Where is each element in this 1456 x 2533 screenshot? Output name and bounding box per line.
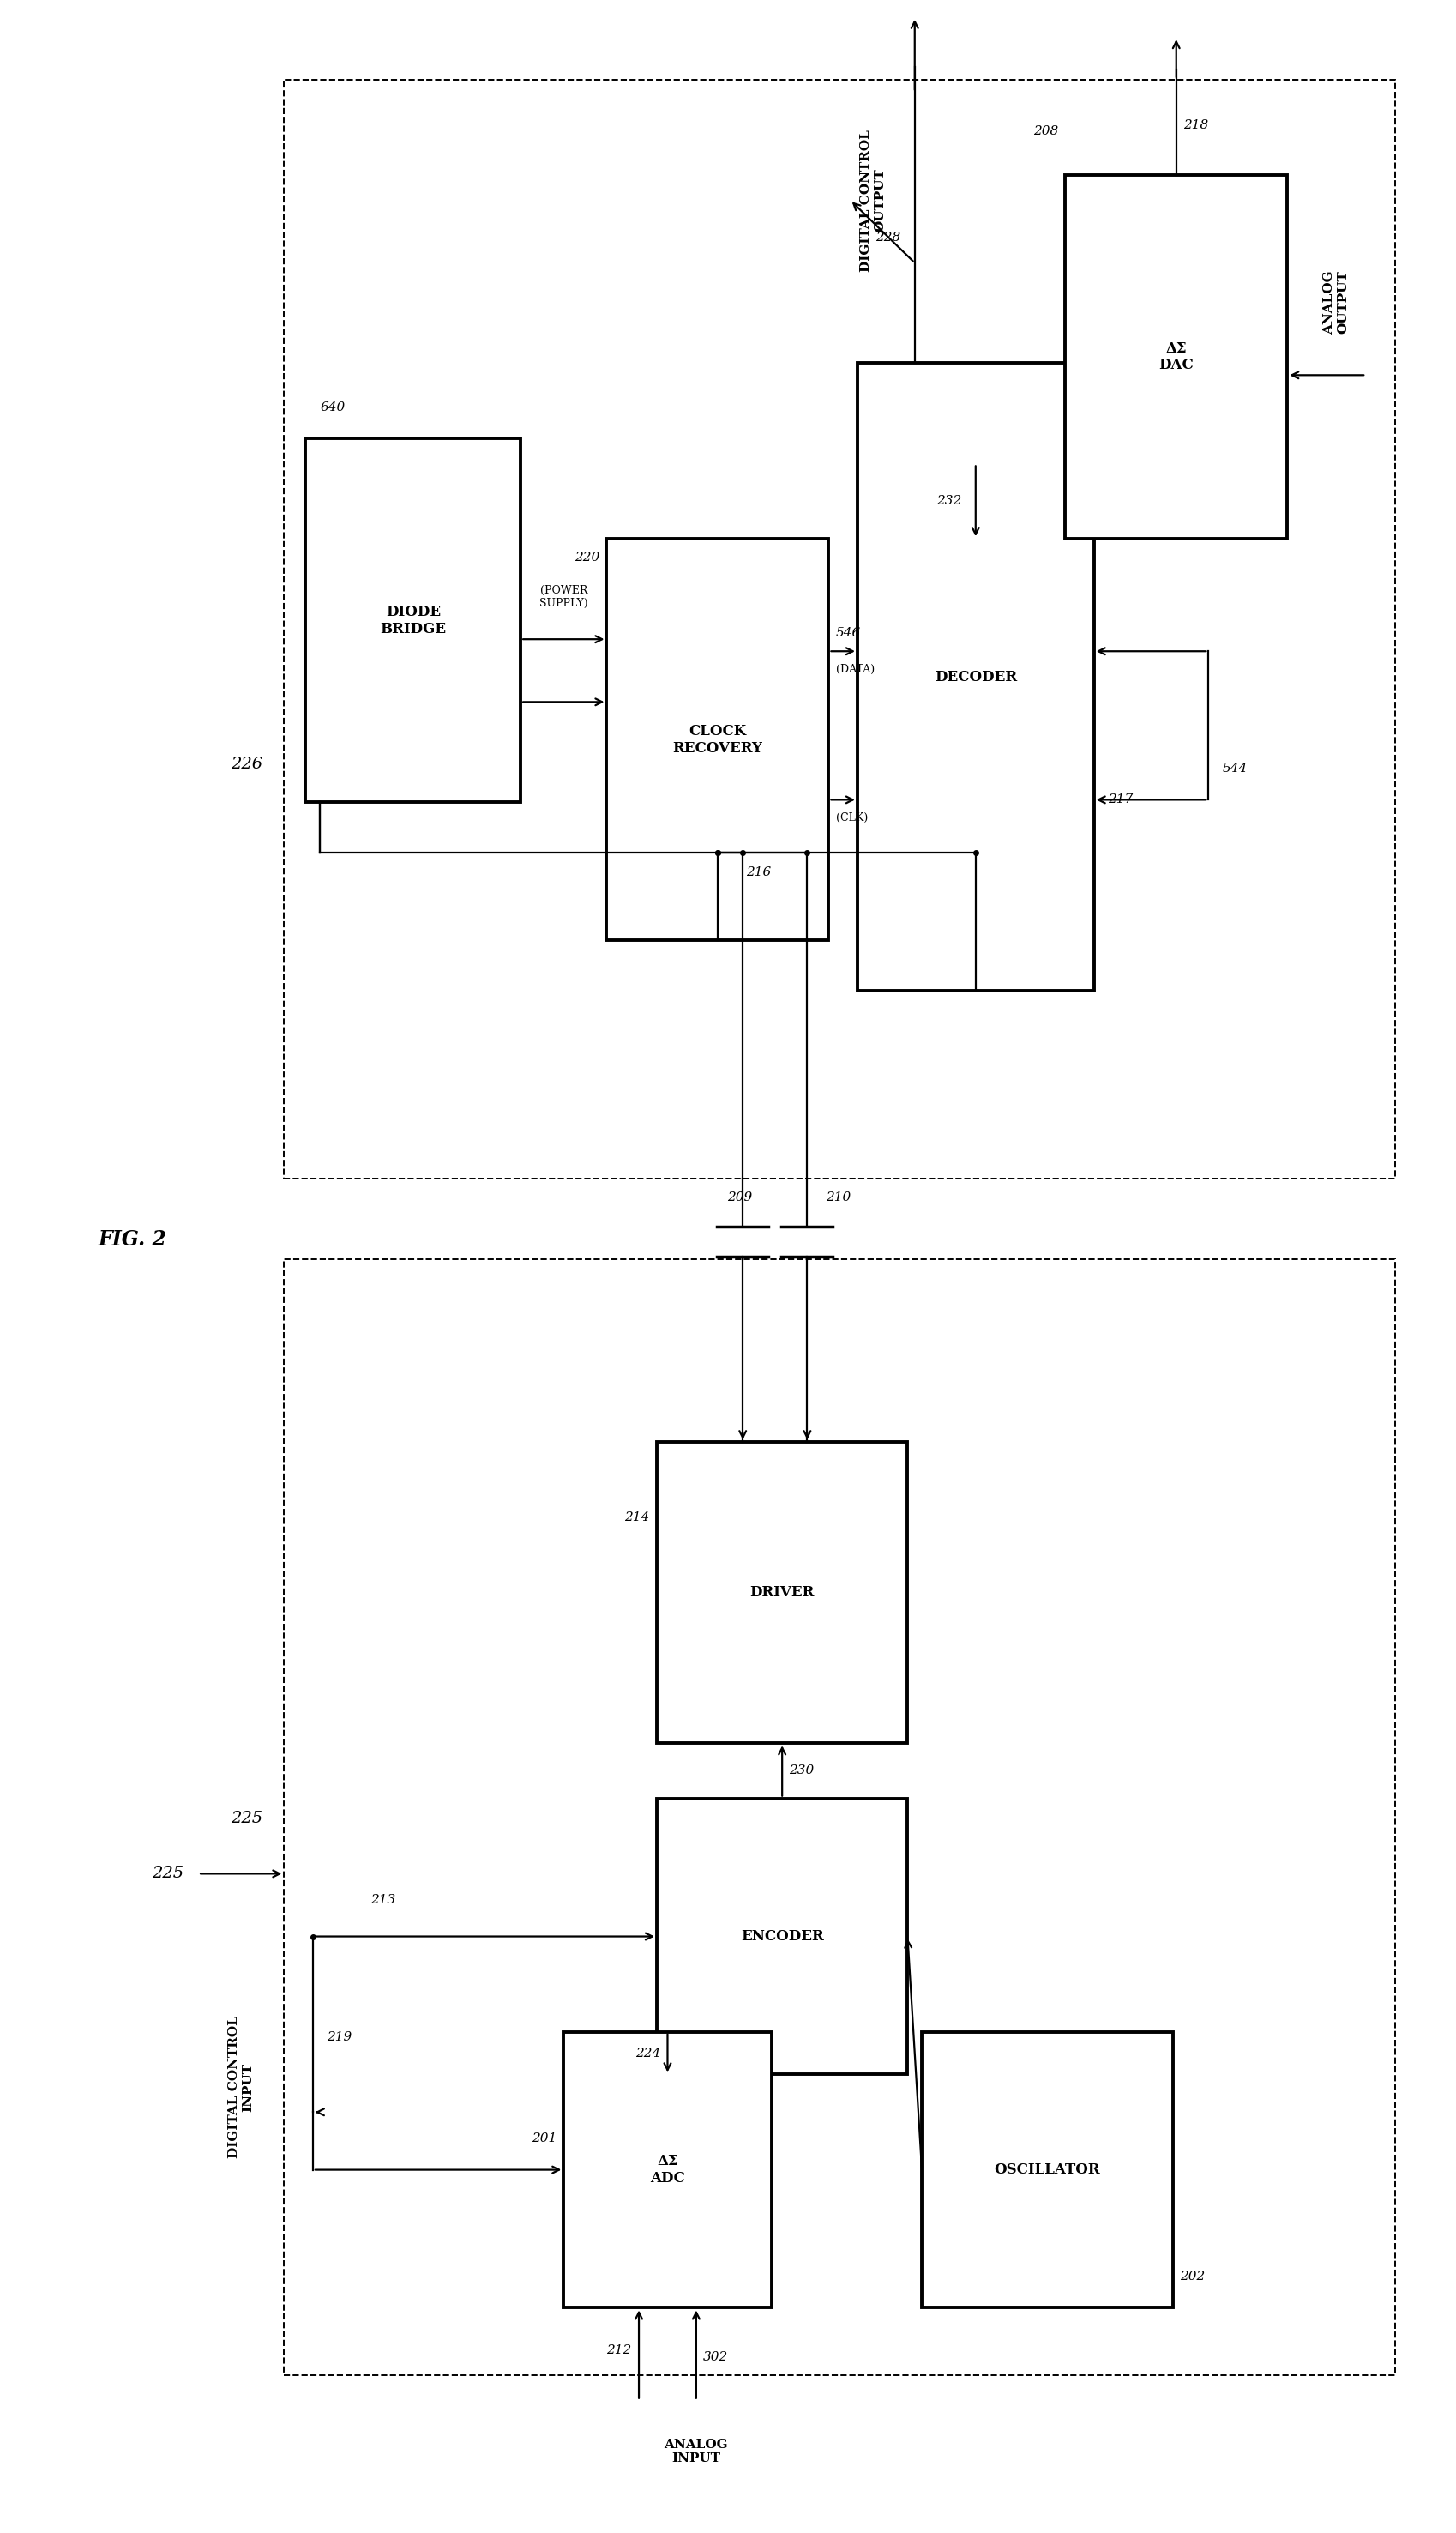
- Text: 218: 218: [1182, 119, 1208, 132]
- Bar: [306, 438, 520, 803]
- Text: 302: 302: [703, 2351, 728, 2363]
- Text: 544: 544: [1222, 762, 1248, 775]
- Text: 213: 213: [370, 1895, 395, 1907]
- Text: ANALOG
INPUT: ANALOG INPUT: [664, 2439, 728, 2465]
- Text: 225: 225: [230, 1811, 262, 1826]
- Text: DRIVER: DRIVER: [750, 1586, 814, 1601]
- Text: 214: 214: [625, 1512, 649, 1522]
- Bar: [922, 2031, 1172, 2308]
- Text: 208: 208: [1032, 124, 1057, 137]
- Bar: [606, 540, 828, 940]
- Text: ΔΣ
DAC: ΔΣ DAC: [1158, 342, 1192, 372]
- Bar: [858, 362, 1093, 990]
- Text: DIGITAL CONTROL
OUTPUT: DIGITAL CONTROL OUTPUT: [859, 129, 885, 271]
- Text: 224: 224: [635, 2047, 660, 2059]
- Bar: [1064, 175, 1287, 540]
- Text: 212: 212: [606, 2346, 632, 2356]
- Text: DIGITAL CONTROL
INPUT: DIGITAL CONTROL INPUT: [229, 2016, 253, 2158]
- Text: ΔΣ
ADC: ΔΣ ADC: [649, 2153, 684, 2186]
- Text: 232: 232: [936, 494, 961, 507]
- Text: DECODER: DECODER: [933, 669, 1016, 684]
- Text: OSCILLATOR: OSCILLATOR: [993, 2163, 1099, 2176]
- Text: 225: 225: [151, 1867, 183, 1882]
- Text: ENCODER: ENCODER: [740, 1930, 823, 1943]
- Text: (DATA): (DATA): [836, 664, 874, 674]
- Bar: [284, 1259, 1393, 2376]
- Bar: [657, 1441, 907, 1743]
- Text: 228: 228: [875, 231, 900, 243]
- Text: 201: 201: [531, 2133, 556, 2145]
- Text: 209: 209: [727, 1191, 751, 1203]
- Text: 210: 210: [826, 1191, 850, 1203]
- Bar: [563, 2031, 772, 2308]
- Text: ANALOG
OUTPUT: ANALOG OUTPUT: [1322, 271, 1348, 334]
- Text: 226: 226: [230, 757, 262, 773]
- Text: 220: 220: [574, 552, 598, 565]
- Text: (POWER
SUPPLY): (POWER SUPPLY): [539, 585, 588, 608]
- Bar: [284, 79, 1393, 1178]
- Text: 216: 216: [745, 866, 772, 879]
- Text: 202: 202: [1179, 2270, 1204, 2282]
- Text: (CLK): (CLK): [836, 813, 868, 823]
- Text: 230: 230: [789, 1766, 814, 1776]
- Text: 219: 219: [328, 2031, 352, 2042]
- Text: CLOCK
RECOVERY: CLOCK RECOVERY: [673, 724, 761, 755]
- Text: 217: 217: [1108, 793, 1133, 805]
- Text: 640: 640: [320, 400, 345, 413]
- Text: FIG. 2: FIG. 2: [98, 1229, 166, 1249]
- Text: DIODE
BRIDGE: DIODE BRIDGE: [380, 605, 446, 636]
- Bar: [657, 1798, 907, 2075]
- Text: 546: 546: [836, 626, 860, 638]
